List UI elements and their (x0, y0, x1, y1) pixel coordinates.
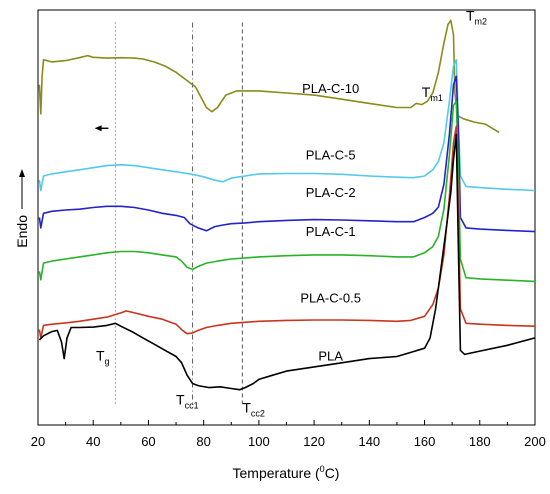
y-axis-title-text: Endo (14, 215, 30, 248)
series-line-pla (38, 133, 536, 391)
series-line-pla-c-0-5 (38, 125, 536, 339)
temperature-annotations: Tg Tcc1 Tcc2 Tm1 Tm2 (96, 7, 487, 418)
x-tick-label-120: 120 (303, 434, 325, 449)
series-label-pla-c-2: PLA-C-2 (306, 185, 356, 200)
x-axis-title: Temperature (0C) (233, 464, 340, 481)
annotation-tg: Tg (96, 348, 110, 367)
x-tick-label-100: 100 (248, 434, 270, 449)
x-tick-label-160: 160 (414, 434, 436, 449)
x-tick-label-180: 180 (469, 434, 491, 449)
x-tick-label-80: 80 (196, 434, 210, 449)
series-labels: PLA-C-10 PLA-C-5 PLA-C-2 PLA-C-1 PLA-C-0.5 PL… (300, 81, 361, 364)
arrow-head (94, 125, 102, 132)
series-line-pla-c-2 (38, 75, 536, 233)
x-tick-label-60: 60 (141, 434, 155, 449)
series-line-pla-c-1 (38, 100, 536, 283)
y-axis-title: Endo (14, 169, 30, 248)
direction-arrow (94, 125, 109, 132)
y-axis-title-arrowhead (19, 169, 25, 177)
series-lines (38, 19, 536, 391)
annotation-tm1: Tm1 (422, 84, 443, 103)
series-line-pla-c-10 (38, 19, 500, 134)
series-line-pla-c-5 (38, 59, 536, 192)
series-label-pla-c-5: PLA-C-5 (306, 147, 356, 162)
annotation-tcc1: Tcc1 (176, 391, 199, 410)
annotation-tcc2: Tcc2 (242, 400, 265, 419)
x-tick-label-40: 40 (86, 434, 100, 449)
series-label-pla-c-1: PLA-C-1 (306, 224, 356, 239)
series-label-pla-c-10: PLA-C-10 (302, 81, 359, 96)
annotation-tm2: Tm2 (466, 7, 487, 26)
x-tick-label-140: 140 (358, 434, 380, 449)
reference-lines (114, 22, 243, 405)
series-label-pla: PLA (318, 349, 343, 364)
series-label-pla-c-0-5: PLA-C-0.5 (300, 291, 361, 306)
x-axis-ticks: 20 40 60 80 100 120 140 160 180 200 (31, 420, 546, 449)
x-tick-label-20: 20 (31, 434, 45, 449)
x-tick-label-200: 200 (524, 434, 546, 449)
